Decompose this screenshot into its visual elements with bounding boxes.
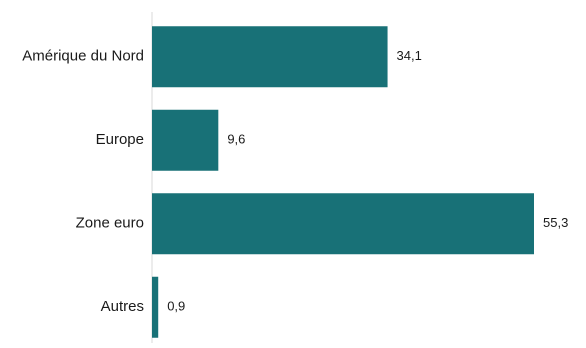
category-label-zone-euro: Zone euro bbox=[76, 215, 144, 232]
value-label-autres: 0,9 bbox=[167, 299, 185, 314]
bar-zone-euro bbox=[152, 193, 534, 255]
bar-autres bbox=[152, 276, 159, 338]
category-label-europe: Europe bbox=[96, 131, 144, 148]
category-label-amerique-du-nord: Amérique du Nord bbox=[22, 48, 144, 65]
value-label-europe: 9,6 bbox=[227, 132, 245, 147]
category-label-autres: Autres bbox=[101, 298, 144, 315]
bars-group: Amérique du Nord 34,1 Europe 9,6 Zone euro 55… bbox=[22, 26, 568, 338]
value-label-amerique-du-nord: 34,1 bbox=[397, 48, 422, 63]
value-label-zone-euro: 55,3 bbox=[543, 215, 568, 230]
bar-europe bbox=[152, 109, 219, 171]
bar-amerique-du-nord bbox=[152, 26, 388, 88]
